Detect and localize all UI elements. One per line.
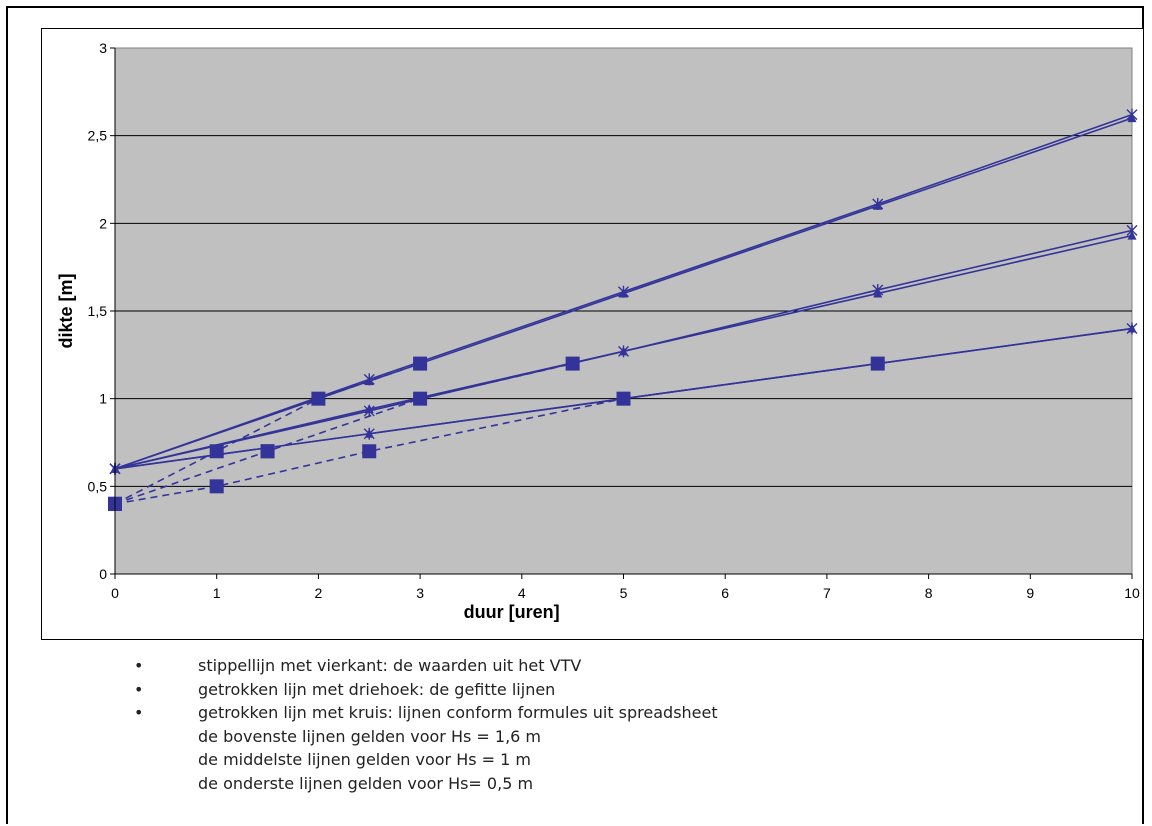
legend-item-text: stippellijn met vierkant: de waarden uit… <box>198 656 582 675</box>
cross-marker <box>1126 322 1138 335</box>
cross-marker <box>872 357 884 370</box>
legend-note-text: de bovenste lijnen gelden voor Hs = 1,6 … <box>198 726 542 746</box>
cross-marker <box>618 392 629 405</box>
legend-item-text: getrokken lijn met kruis: lijnen conform… <box>198 703 718 722</box>
legend-note-text: de middelste lijnen gelden voor Hs = 1 m <box>198 750 531 769</box>
x-tick-label: 2 <box>315 585 323 601</box>
line-chart: 0 0,5 1 1,5 2 2,5 3 0 1 2 3 4 5 6 7 8 9 10 duur [uren] di… <box>56 40 1140 622</box>
square-marker <box>209 444 224 459</box>
cross-marker <box>618 345 629 358</box>
x-tick-label: 6 <box>721 585 729 601</box>
legend-item: • getrokken lijn met driehoek: de gefitte… <box>134 678 718 702</box>
legend-note: de middelste lijnen gelden voor Hs = 1 m <box>134 748 718 772</box>
page-frame: 0 0,5 1 1,5 2 2,5 3 0 1 2 3 4 5 6 7 8 9 10 duur [uren] di… <box>6 6 1144 824</box>
y-tick-label: 3 <box>99 40 107 56</box>
y-tick-label: 0,5 <box>88 478 108 494</box>
x-tick-label: 0 <box>111 585 119 601</box>
y-tick-label: 1,5 <box>88 303 108 319</box>
x-tick-label: 7 <box>823 585 831 601</box>
square-marker <box>260 444 275 459</box>
x-tick-label: 9 <box>1026 585 1034 601</box>
x-tick-label: 1 <box>213 585 221 601</box>
x-tick-label: 10 <box>1124 585 1140 601</box>
y-tick-label: 2 <box>99 215 107 231</box>
y-axis-label: dikte [m] <box>56 273 76 348</box>
cross-marker <box>1126 108 1138 121</box>
cross-marker <box>1126 224 1138 237</box>
x-tick-label: 4 <box>518 585 526 601</box>
square-marker <box>413 356 428 371</box>
square-marker <box>565 356 580 371</box>
y-tick-label: 2,5 <box>88 128 108 144</box>
square-marker <box>311 391 326 406</box>
cross-marker <box>872 198 884 211</box>
square-marker <box>209 479 224 494</box>
legend-item: • stippellijn met vierkant: de waarden ui… <box>134 654 718 678</box>
cross-marker <box>363 427 375 440</box>
cross-marker <box>872 283 884 296</box>
x-tick-label: 5 <box>620 585 628 601</box>
x-tick-label: 3 <box>416 585 424 601</box>
square-marker <box>362 444 377 459</box>
legend-note: de onderste lijnen gelden voor Hs= 0,5 m <box>134 772 718 796</box>
legend-item: • getrokken lijn met kruis: lijnen confor… <box>134 701 718 725</box>
bullet-icon: • <box>134 703 144 722</box>
legend-notes: • stippellijn met vierkant: de waarden ui… <box>134 654 718 795</box>
legend-note: de bovenste lijnen gelden voor Hs = 1,6 … <box>134 725 718 749</box>
legend-item-text: getrokken lijn met driehoek: de gefitte … <box>198 679 556 699</box>
chart-container: 0 0,5 1 1,5 2 2,5 3 0 1 2 3 4 5 6 7 8 9 10 duur [uren] di… <box>41 28 1144 640</box>
square-marker <box>413 391 428 406</box>
legend-note-text: de onderste lijnen gelden voor Hs= 0,5 m <box>198 773 534 793</box>
y-tick-label: 0 <box>99 566 107 582</box>
y-tick-label: 1 <box>99 391 107 407</box>
bullet-icon: • <box>134 656 144 675</box>
x-axis-label: duur [uren] <box>464 602 560 622</box>
bullet-icon: • <box>134 679 144 699</box>
cross-marker <box>618 285 629 298</box>
x-tick-label: 8 <box>925 585 933 601</box>
cross-marker <box>363 404 375 417</box>
cross-marker <box>363 373 375 386</box>
